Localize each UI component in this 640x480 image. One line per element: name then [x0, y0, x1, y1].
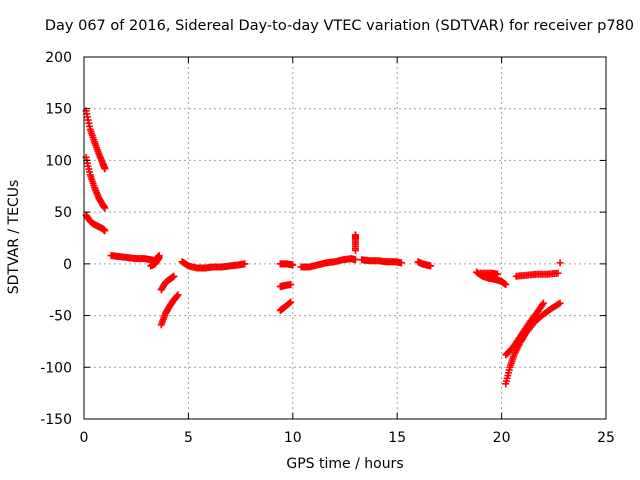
y-tick-label: 200	[45, 50, 72, 66]
x-axis-label: GPS time / hours	[286, 456, 404, 472]
data-point	[101, 204, 109, 212]
x-tick-label: 10	[284, 430, 302, 446]
y-tick-label: 0	[63, 257, 72, 273]
y-tick-label: 150	[45, 102, 72, 118]
x-tick-label: 20	[493, 430, 511, 446]
data-series-arc-21	[556, 259, 564, 267]
x-tick-label: 0	[80, 430, 89, 446]
data-series-arc-13	[351, 231, 359, 254]
data-series-arc-9	[276, 298, 295, 314]
data-point	[101, 165, 109, 173]
data-point	[539, 299, 547, 307]
data-series-arc-7	[157, 272, 178, 294]
y-tick-label: -50	[49, 309, 72, 325]
data-series-arc-14	[358, 256, 405, 267]
data-point	[286, 299, 294, 307]
data-point	[427, 262, 435, 270]
data-point	[556, 299, 564, 307]
data-point	[289, 261, 297, 269]
data-series-arc-15	[414, 258, 435, 270]
axis-ticks: 0 5 10 15 20 25 -150 -100 -50 0 50 100 150 200	[40, 50, 615, 446]
data-point	[170, 272, 178, 280]
data-point	[493, 270, 501, 278]
x-tick-label: 5	[184, 430, 193, 446]
plot-frame	[83, 56, 607, 420]
data-point	[555, 300, 563, 308]
data-series-arc-6	[157, 291, 182, 329]
data-point	[287, 298, 295, 306]
data-point	[556, 259, 564, 267]
data-point	[351, 246, 359, 254]
data-points	[82, 107, 564, 388]
data-point	[155, 254, 163, 262]
data-point	[554, 269, 562, 277]
data-series-arc-8	[178, 258, 249, 272]
data-series-arc-12	[297, 255, 359, 271]
data-series-arc-3	[82, 211, 109, 235]
x-tick-label: 15	[388, 430, 406, 446]
y-tick-label: -100	[40, 360, 72, 376]
y-axis-label: SDTVAR / TECUs	[6, 179, 22, 295]
chart-title: Day 067 of 2016, Sidereal Day-to-day VTE…	[44, 18, 634, 34]
data-series-arc-5	[147, 254, 163, 270]
data-point	[287, 281, 295, 289]
data-series-arc-17	[477, 269, 501, 278]
data-point	[174, 291, 182, 299]
data-point	[101, 227, 109, 235]
data-point	[241, 260, 249, 268]
data-point	[397, 259, 405, 267]
y-tick-label: -150	[40, 412, 72, 428]
data-series-arc-18	[502, 299, 564, 388]
data-series-arc-19	[502, 299, 547, 359]
data-series-arc-20	[512, 269, 562, 280]
y-tick-label: 100	[45, 153, 72, 169]
data-series-arc-11	[276, 260, 297, 269]
x-tick-label: 25	[597, 430, 615, 446]
data-point	[351, 256, 359, 264]
grid-lines	[84, 57, 606, 419]
data-series-arc-10	[276, 281, 295, 291]
y-tick-label: 50	[54, 205, 72, 221]
data-point	[502, 281, 510, 289]
